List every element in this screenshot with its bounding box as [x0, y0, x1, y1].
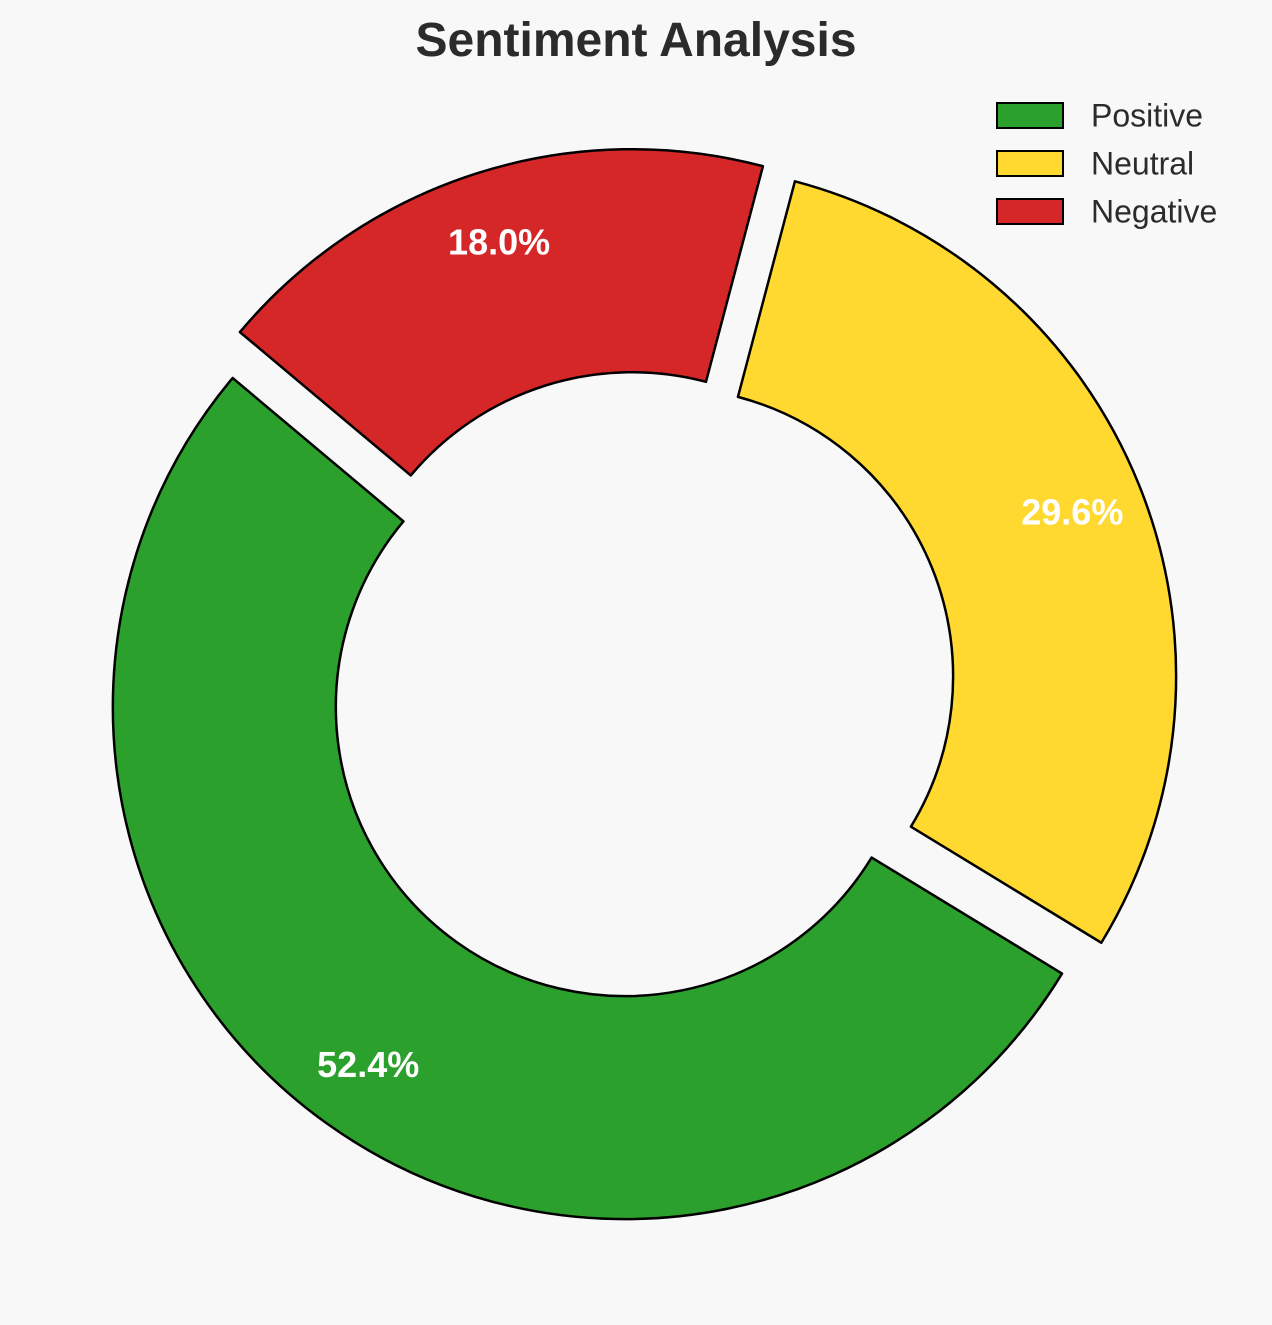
legend-swatch-neutral: [996, 150, 1064, 177]
legend-swatch-negative: [996, 198, 1064, 225]
legend-swatch-positive: [996, 102, 1064, 129]
slice-negative: [238, 147, 765, 477]
legend-label-positive: Positive: [1091, 98, 1203, 134]
chart-title: Sentiment Analysis: [415, 14, 856, 67]
slice-label-neutral: 29.6%: [1021, 492, 1123, 533]
slice-label-positive: 52.4%: [317, 1044, 419, 1085]
slice-neutral: [736, 180, 1178, 944]
slice-label-negative: 18.0%: [448, 221, 550, 262]
legend-label-neutral: Neutral: [1091, 146, 1194, 182]
legend-label-negative: Negative: [1091, 194, 1217, 230]
slice-positive: [111, 376, 1064, 1221]
slices-group: [111, 147, 1178, 1221]
slice-labels-group: 52.4% 29.6% 18.0%: [317, 221, 1123, 1085]
legend: Positive Neutral Negative: [996, 98, 1217, 230]
